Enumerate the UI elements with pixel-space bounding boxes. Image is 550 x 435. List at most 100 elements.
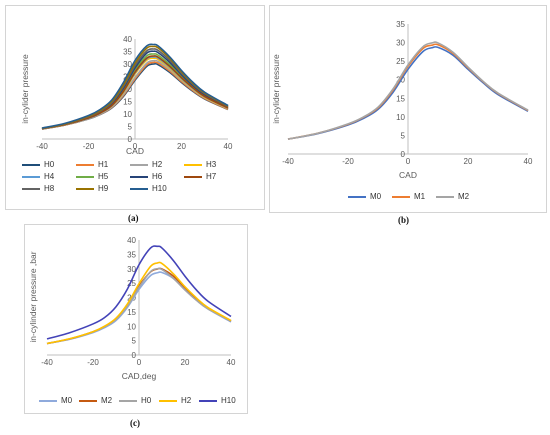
legend-item-m2: M2 [79, 396, 112, 405]
legend-swatch [22, 163, 40, 167]
x-axis-title: CAD [399, 170, 417, 180]
y-tick-label: 0 [128, 135, 133, 144]
x-tick-label: -20 [342, 157, 354, 166]
caption-c: (c) [130, 418, 140, 428]
legend-label: H5 [98, 172, 109, 181]
caption-a: (a) [128, 213, 139, 223]
legend-swatch [130, 163, 148, 167]
y-tick-label: 15 [127, 308, 136, 317]
x-axis-title: CAD,deg [122, 371, 157, 381]
series-line-h10 [41, 43, 229, 129]
y-tick-label: 30 [123, 60, 132, 69]
chart-panel-c: 0 5 10 15 20 25 30 35 40 -40 -20 0 20 40 CAD,deg in-cyl… [24, 224, 248, 414]
legend-item-m2: M2 [436, 192, 469, 201]
legend-item-h0: H0 [22, 160, 54, 169]
legend-item-h6: H6 [130, 172, 162, 181]
legend-label: M0 [370, 192, 382, 201]
legend-label: H10 [152, 184, 167, 193]
legend-swatch [436, 195, 454, 199]
y-tick-label: 0 [132, 351, 137, 360]
caption-b: (b) [398, 215, 409, 225]
legend-item-m0: M0 [39, 396, 72, 405]
legend-swatch [184, 175, 202, 179]
y-tick-label: 5 [132, 337, 137, 346]
legend-swatch [130, 175, 148, 179]
legend-swatch [79, 399, 97, 403]
legend-item-h1: H1 [76, 160, 108, 169]
legend-label: H10 [221, 396, 236, 405]
x-tick-label: -40 [282, 157, 294, 166]
legend-label: M0 [61, 396, 73, 405]
y-tick-label: 5 [128, 123, 133, 132]
y-axis-title: in-cylider pressure [271, 54, 281, 124]
x-tick-label: 40 [224, 142, 233, 151]
legend-item-h3: H3 [184, 160, 216, 169]
legend-item-h2: H2 [130, 160, 162, 169]
legend-item-m0: M0 [348, 192, 381, 201]
legend-swatch [130, 187, 148, 191]
legend-swatch [76, 187, 94, 191]
legend-swatch [392, 195, 410, 199]
legend-swatch [159, 399, 177, 403]
legend-swatch [76, 175, 94, 179]
x-tick-label: 20 [464, 157, 473, 166]
y-tick-label: 35 [127, 250, 136, 259]
legend-swatch [76, 163, 94, 167]
legend-swatch [22, 187, 40, 191]
y-tick-label: 10 [127, 322, 136, 331]
y-tick-label: 15 [396, 94, 405, 103]
series-line-h7 [41, 55, 229, 130]
legend-item-h2: H2 [159, 396, 191, 405]
y-tick-label: 25 [396, 57, 405, 66]
x-tick-label: 20 [177, 142, 186, 151]
legend-item-h9: H9 [76, 184, 108, 193]
x-tick-label: 20 [181, 358, 190, 367]
legend-item-m1: M1 [392, 192, 425, 201]
legend-item-h4: H4 [22, 172, 54, 181]
x-tick-label: 0 [137, 358, 142, 367]
legend-swatch [22, 175, 40, 179]
legend-swatch [39, 399, 57, 403]
series-line-m0 [287, 45, 529, 140]
series-line-m2 [287, 41, 529, 140]
legend-swatch [199, 399, 217, 403]
legend-label: M2 [101, 396, 113, 405]
legend-label: H3 [206, 160, 217, 169]
series-line-h2 [46, 261, 232, 345]
y-axis-title: in-cylinder pressure ,bar [28, 251, 38, 342]
legend-label: H4 [44, 172, 55, 181]
legend-label: H2 [181, 396, 192, 405]
legend-item-h8: H8 [22, 184, 54, 193]
legend-item-h10: H10 [130, 184, 167, 193]
y-tick-label: 10 [123, 110, 132, 119]
legend-item-h10: H10 [199, 396, 236, 405]
legend-item-h7: H7 [184, 172, 216, 181]
legend-swatch [184, 163, 202, 167]
y-tick-label: 35 [396, 20, 405, 29]
chart-panel-b: 0 5 10 15 20 25 30 35 -40 -20 0 20 40 CAD in-cylider p… [269, 5, 547, 213]
legend-item-h5: H5 [76, 172, 108, 181]
y-tick-label: 35 [123, 48, 132, 57]
series-line-h10 [46, 245, 232, 340]
x-tick-label: 0 [406, 157, 411, 166]
x-tick-label: -20 [83, 142, 95, 151]
legend-swatch [119, 399, 137, 403]
legend-swatch [348, 195, 366, 199]
legend-label: M2 [458, 192, 470, 201]
legend-label: H0 [44, 160, 55, 169]
y-tick-label: 25 [127, 279, 136, 288]
y-tick-label: 30 [396, 39, 405, 48]
x-axis-title: CAD [126, 146, 144, 156]
legend-label: H1 [98, 160, 109, 169]
y-tick-label: 40 [127, 236, 136, 245]
x-tick-label: -40 [41, 358, 53, 367]
y-tick-label: 30 [127, 265, 136, 274]
legend-label: H8 [44, 184, 55, 193]
legend-label: M1 [414, 192, 426, 201]
y-tick-label: 0 [401, 150, 406, 159]
chart-panel-a: 0 5 10 15 20 25 30 35 40 -40 -20 0 20 40 CAD in-cylider… [5, 5, 265, 210]
y-tick-label: 5 [401, 131, 406, 140]
legend-label: H9 [98, 184, 109, 193]
y-tick-label: 10 [396, 113, 405, 122]
